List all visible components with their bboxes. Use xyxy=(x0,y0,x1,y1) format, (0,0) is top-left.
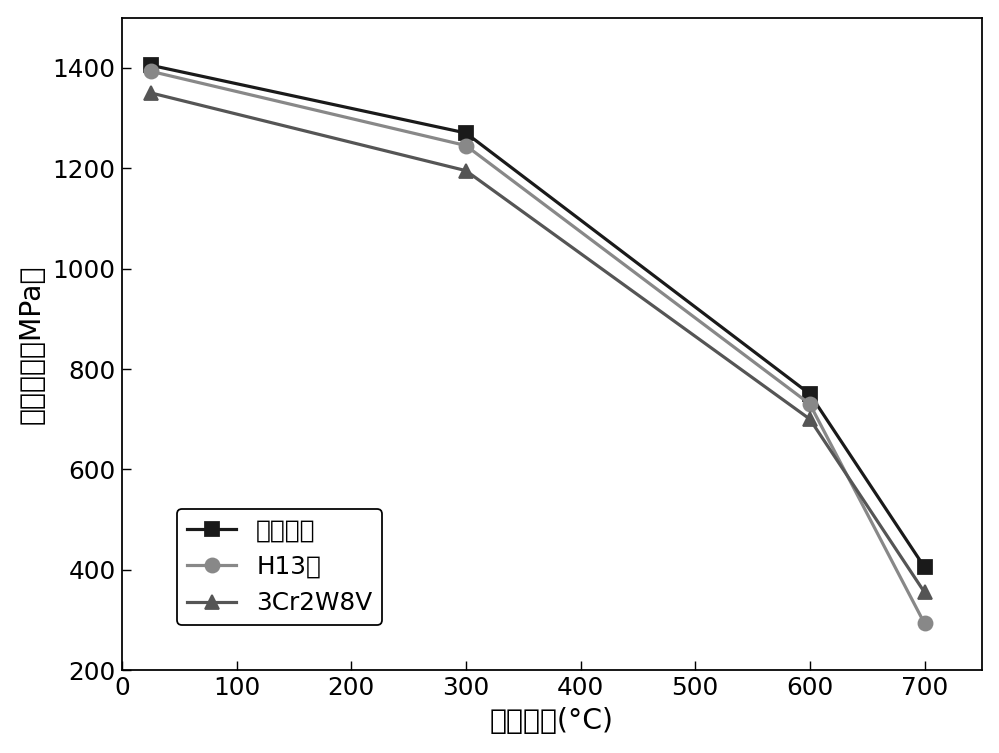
3Cr2W8V xyxy=(460,166,472,175)
H13钓 xyxy=(460,141,472,150)
3Cr2W8V xyxy=(803,415,815,424)
Y-axis label: 高温强度（MPa）: 高温强度（MPa） xyxy=(18,264,46,424)
Line: 本发明钓: 本发明钓 xyxy=(144,58,931,575)
本发明钓 xyxy=(145,61,157,70)
H13钓 xyxy=(918,619,930,628)
本发明钓 xyxy=(803,389,815,398)
H13钓 xyxy=(145,67,157,76)
Legend: 本发明钓, H13钓, 3Cr2W8V: 本发明钓, H13钓, 3Cr2W8V xyxy=(177,509,382,625)
3Cr2W8V xyxy=(145,88,157,97)
Line: H13钓: H13钓 xyxy=(144,64,931,630)
H13钓 xyxy=(803,400,815,409)
3Cr2W8V xyxy=(918,588,930,597)
本发明钓 xyxy=(918,562,930,572)
本发明钓 xyxy=(460,129,472,138)
Line: 3Cr2W8V: 3Cr2W8V xyxy=(144,86,931,599)
X-axis label: 测试温度(°C): 测试温度(°C) xyxy=(490,707,613,736)
